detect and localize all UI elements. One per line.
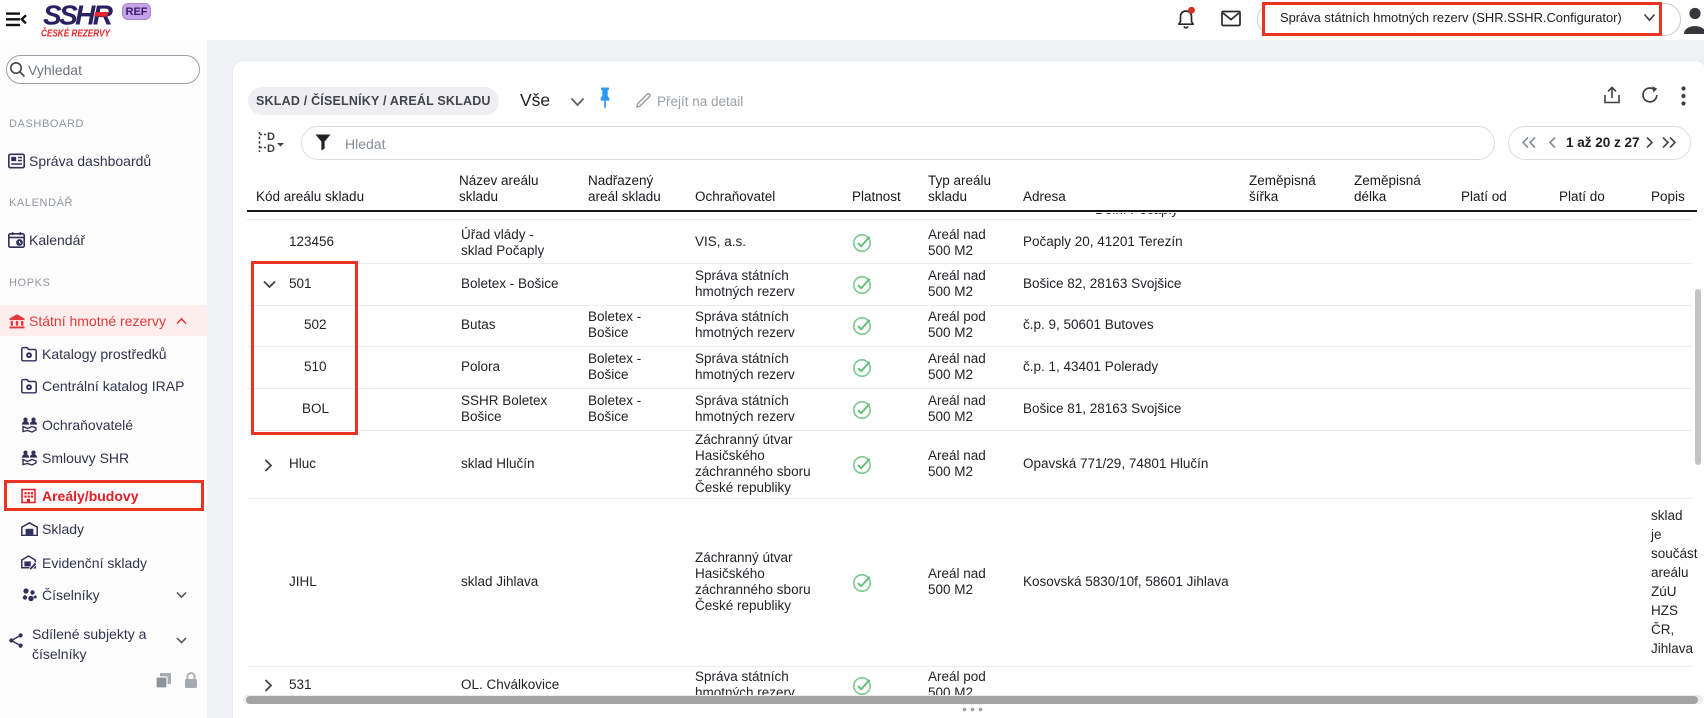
svg-text:D: D (267, 131, 275, 143)
svg-text:ČESKÉ REZERVY: ČESKÉ REZERVY (41, 27, 111, 40)
svg-text:D: D (267, 143, 275, 153)
